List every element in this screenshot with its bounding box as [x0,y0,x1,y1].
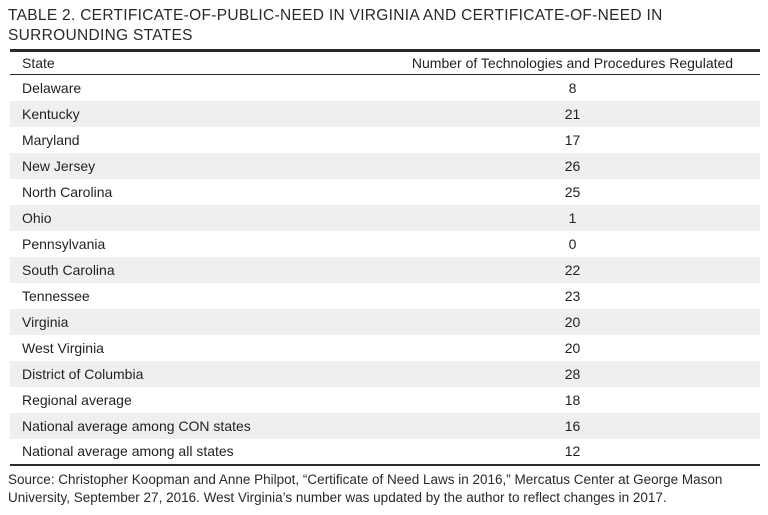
state-cell: New Jersey [22,157,96,174]
table-row: Maryland 17 [10,127,760,153]
state-cell: South Carolina [22,261,115,278]
value-cell: 20 [564,313,581,330]
value-cell: 1 [568,209,577,226]
value-cell: 23 [564,287,581,304]
table-row: Delaware 8 [10,75,760,101]
table-header: State Number of Technologies and Procedu… [10,50,760,75]
table-title: TABLE 2. CERTIFICATE-OF-PUBLIC-NEED IN V… [8,7,663,44]
value-cell: 22 [564,261,581,278]
table-row: Virginia 20 [10,308,760,335]
column-header-value: Number of Technologies and Procedures Re… [385,50,760,75]
table-row: Pennsylvania 0 [10,231,760,257]
value-cell: 20 [564,339,581,356]
state-cell: North Carolina [22,183,113,200]
table-row: Regional average 18 [10,387,760,413]
value-cell: 0 [568,235,577,252]
table-row: Ohio 1 [10,204,760,231]
state-cell: Kentucky [22,105,80,122]
state-cell: Delaware [22,79,82,96]
value-cell: 8 [568,79,577,96]
table-row: West Virginia 20 [10,335,760,361]
table-row: South Carolina 22 [10,256,760,283]
table-body: Delaware 8 Kentucky 21 Maryland 17 New J… [10,75,760,465]
value-cell: 18 [564,391,581,408]
value-cell: 17 [564,131,581,148]
con-regulation-table: State Number of Technologies and Procedu… [10,49,760,466]
value-cell: 25 [564,183,581,200]
value-cell: 21 [564,105,581,122]
state-cell: Virginia [22,313,69,330]
state-cell: Maryland [22,131,80,148]
table-row: North Carolina 25 [10,179,760,205]
table-row: New Jersey 26 [10,152,760,179]
state-cell: Pennsylvania [22,235,106,252]
table-row: Kentucky 21 [10,100,760,127]
header-row: State Number of Technologies and Procedu… [10,50,760,75]
table-row: Tennessee 23 [10,283,760,309]
column-header-state: State [10,50,385,75]
table-row: National average among all states 12 [10,439,760,465]
value-cell: 28 [564,365,581,382]
state-cell: National average among all states [22,443,234,459]
table-row: District of Columbia 28 [10,360,760,387]
state-cell: District of Columbia [22,365,144,382]
value-cell: 16 [564,417,581,434]
state-cell: National average among CON states [22,417,251,434]
state-cell: Tennessee [22,287,90,304]
value-cell: 26 [564,157,581,174]
state-cell: West Virginia [22,339,104,356]
value-cell: 12 [564,443,581,459]
state-cell: Regional average [22,391,132,408]
table-row: National average among CON states 16 [10,412,760,439]
state-cell: Ohio [22,209,52,226]
source-note: Source: Christopher Koopman and Anne Phi… [8,471,723,505]
